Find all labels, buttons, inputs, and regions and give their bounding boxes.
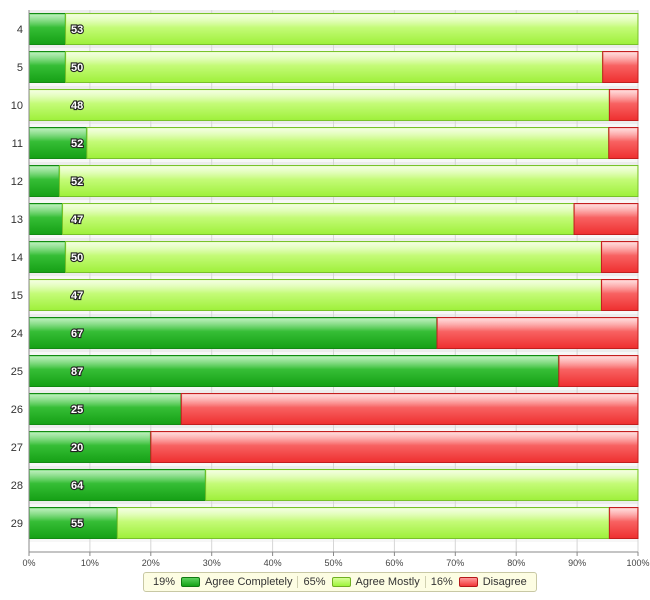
- bar-segment-gloss: [206, 470, 638, 484]
- bar-segment-gloss: [182, 394, 637, 408]
- category-label: 11: [12, 138, 23, 150]
- bar-segment-gloss: [30, 280, 601, 294]
- bar-segment-gloss: [87, 128, 608, 142]
- legend-label: Disagree: [482, 576, 527, 588]
- x-tick-label: 60%: [385, 558, 403, 568]
- legend-swatch: [458, 577, 478, 587]
- bar-segment-gloss: [609, 128, 637, 142]
- x-tick-label: 90%: [568, 558, 586, 568]
- legend-label: Agree Completely: [205, 576, 293, 588]
- category-label: 5: [17, 62, 23, 74]
- bar-segment-gloss: [610, 508, 637, 522]
- bar-segment-gloss: [575, 204, 637, 218]
- x-tick-label: 0%: [22, 558, 35, 568]
- bar-segment-gloss: [603, 52, 637, 66]
- bar-segment-gloss: [559, 356, 637, 370]
- bar-segment-gloss: [30, 318, 437, 332]
- x-tick-label: 80%: [507, 558, 525, 568]
- bar-segment-gloss: [66, 52, 602, 66]
- chart-legend: 19% Agree Completely 65% Agree Mostly 16% Dis…: [143, 572, 537, 592]
- legend-swatch: [181, 577, 201, 587]
- bar-segment-gloss: [602, 280, 637, 294]
- x-tick-label: 10%: [81, 558, 99, 568]
- bar-total-label: 52: [71, 176, 83, 188]
- category-label: 10: [11, 100, 23, 112]
- bar-total-label: 47: [71, 290, 83, 302]
- bar-segment-gloss: [30, 432, 150, 446]
- bar-segment-gloss: [30, 470, 205, 484]
- bar-segment-gloss: [30, 204, 62, 218]
- legend-percent: 19%: [153, 576, 176, 588]
- bar-segment-gloss: [30, 356, 558, 370]
- bar-segment-gloss: [151, 432, 638, 446]
- bar-segment-gloss: [30, 128, 86, 142]
- category-label: 28: [11, 480, 23, 492]
- category-label: 26: [11, 404, 23, 416]
- bar-segment-gloss: [30, 166, 59, 180]
- bar-segment-gloss: [63, 204, 574, 218]
- x-tick-label: 100%: [626, 558, 649, 568]
- legend-percent: 16%: [430, 576, 453, 588]
- category-label: 13: [11, 214, 23, 226]
- legend-label: Agree Mostly: [355, 576, 420, 588]
- bar-segment-gloss: [30, 242, 65, 256]
- category-label: 12: [11, 176, 23, 188]
- bar-total-label: 53: [71, 24, 83, 36]
- bar-segment-gloss: [60, 166, 637, 180]
- x-tick-label: 20%: [142, 558, 160, 568]
- bar-total-label: 87: [71, 366, 83, 378]
- bar-segment-gloss: [30, 14, 65, 28]
- legend-item: 16% Disagree: [424, 576, 532, 588]
- bar-total-label: 50: [71, 62, 83, 74]
- bar-segment-gloss: [602, 242, 637, 256]
- bar-total-label: 25: [71, 404, 83, 416]
- legend-item: 65% Agree Mostly: [297, 576, 424, 588]
- bar-total-label: 47: [71, 214, 83, 226]
- category-label: 27: [11, 442, 23, 454]
- legend-swatch: [331, 577, 351, 587]
- bar-segment-gloss: [66, 14, 638, 28]
- legend-item: 19% Agree Completely: [148, 576, 297, 588]
- bar-total-label: 20: [71, 442, 83, 454]
- bar-segment-gloss: [30, 508, 117, 522]
- category-label: 14: [11, 252, 23, 264]
- category-label: 4: [17, 24, 23, 36]
- category-label: 24: [11, 328, 23, 340]
- bar-segment-gloss: [66, 242, 601, 256]
- bar-total-label: 50: [71, 252, 83, 264]
- category-label: 25: [11, 366, 23, 378]
- bar-segment-gloss: [30, 52, 65, 66]
- x-tick-label: 40%: [264, 558, 282, 568]
- bar-segment-gloss: [438, 318, 637, 332]
- x-tick-label: 30%: [203, 558, 221, 568]
- legend-percent: 65%: [303, 576, 326, 588]
- bar-total-label: 55: [71, 518, 83, 530]
- bar-total-label: 67: [71, 328, 83, 340]
- bar-segment-gloss: [30, 394, 181, 408]
- category-label: 29: [11, 518, 23, 530]
- bar-segment-gloss: [118, 508, 609, 522]
- bar-segment-gloss: [610, 90, 637, 104]
- bar-total-label: 48: [71, 100, 83, 112]
- x-tick-label: 50%: [324, 558, 342, 568]
- bar-total-label: 52: [71, 138, 83, 150]
- bar-total-label: 64: [71, 480, 84, 492]
- category-label: 15: [11, 290, 23, 302]
- x-tick-label: 70%: [446, 558, 464, 568]
- bar-segment-gloss: [30, 90, 609, 104]
